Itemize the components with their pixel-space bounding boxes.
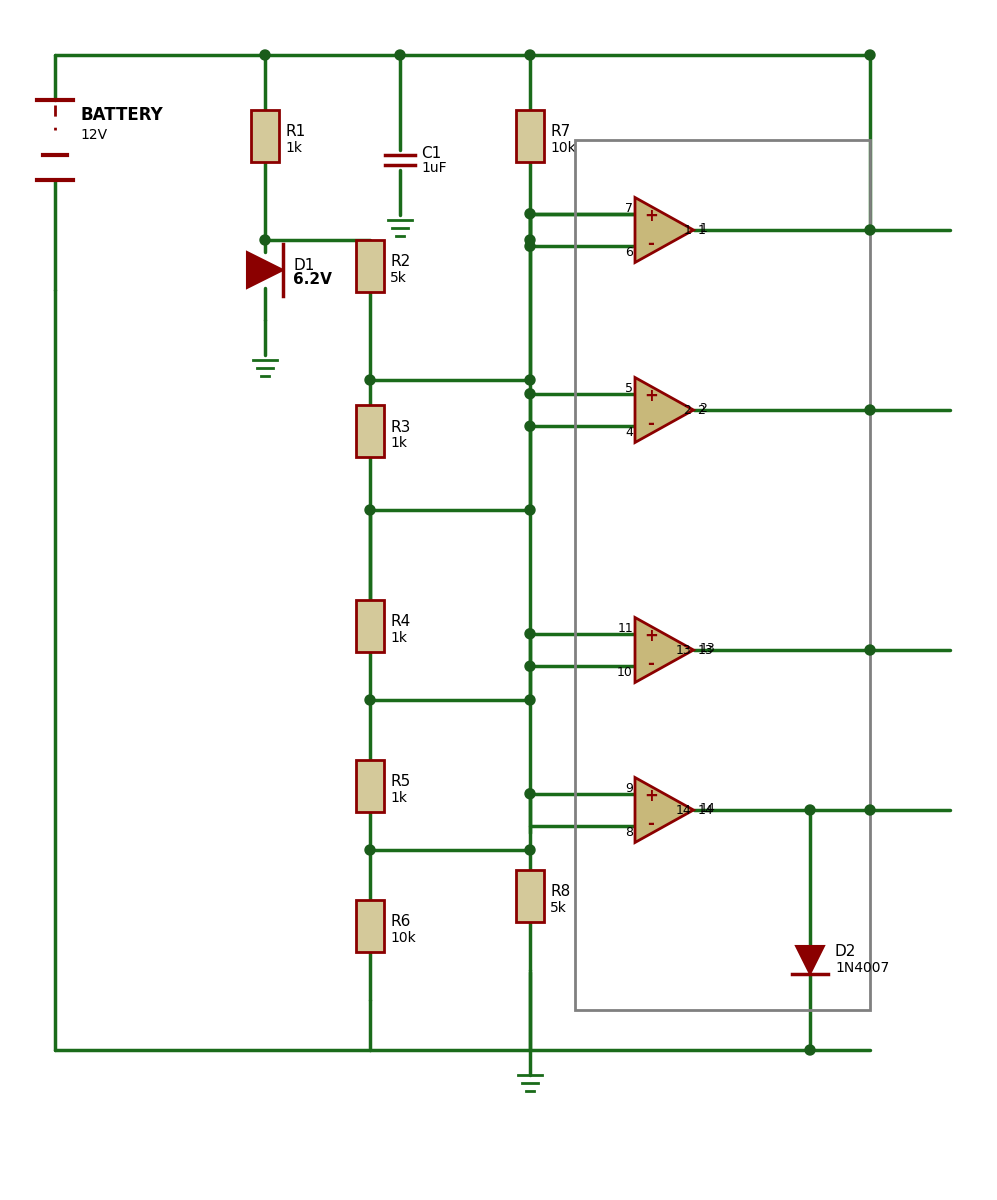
Text: -: - [648, 415, 654, 433]
Polygon shape [635, 778, 694, 842]
Text: 9: 9 [625, 781, 633, 794]
Circle shape [260, 50, 270, 60]
Text: 5k: 5k [550, 901, 567, 914]
Circle shape [365, 845, 375, 854]
Text: 5: 5 [625, 382, 633, 395]
Circle shape [525, 50, 535, 60]
Circle shape [365, 374, 375, 385]
Text: 13: 13 [700, 642, 715, 654]
Text: 14: 14 [676, 804, 692, 816]
Bar [356, 240, 384, 292]
Text: 1N4007: 1N4007 [835, 961, 889, 974]
Bar [251, 110, 279, 162]
Circle shape [525, 661, 535, 671]
Text: 1: 1 [684, 223, 692, 236]
Bar [356, 600, 384, 652]
Text: -: - [648, 815, 654, 833]
Text: +: + [644, 626, 658, 646]
Bar [516, 870, 544, 922]
Text: 10: 10 [617, 666, 633, 678]
Bar [356, 900, 384, 952]
Text: 6: 6 [625, 246, 633, 258]
Circle shape [865, 50, 875, 60]
Circle shape [865, 226, 875, 235]
Text: -: - [648, 235, 654, 253]
Text: D1: D1 [293, 258, 314, 272]
Text: -: - [648, 655, 654, 673]
Text: 1: 1 [700, 222, 708, 234]
Text: R1: R1 [285, 125, 305, 139]
Text: 7: 7 [625, 202, 633, 215]
Circle shape [865, 646, 875, 655]
Polygon shape [796, 946, 824, 974]
Circle shape [395, 50, 405, 60]
Text: +: + [644, 787, 658, 805]
Bar [356, 404, 384, 457]
Text: 11: 11 [617, 622, 633, 635]
Circle shape [365, 505, 375, 515]
Polygon shape [635, 198, 694, 263]
Text: 6.2V: 6.2V [293, 272, 332, 288]
Circle shape [525, 421, 535, 431]
Text: 1k: 1k [390, 791, 407, 805]
Polygon shape [635, 378, 694, 443]
Polygon shape [635, 618, 694, 683]
Polygon shape [247, 252, 283, 288]
Bar [356, 760, 384, 812]
Circle shape [865, 404, 875, 415]
Text: 13: 13 [676, 643, 692, 656]
Circle shape [525, 241, 535, 251]
Text: R5: R5 [390, 774, 410, 790]
Circle shape [260, 235, 270, 245]
Circle shape [525, 389, 535, 398]
Bar [516, 110, 544, 162]
Text: R3: R3 [390, 420, 411, 434]
Circle shape [525, 374, 535, 385]
Circle shape [525, 695, 535, 704]
Text: 2: 2 [698, 403, 705, 416]
Text: 1k: 1k [390, 436, 407, 450]
Circle shape [525, 788, 535, 799]
Text: BATTERY: BATTERY [80, 106, 163, 124]
Text: C1: C1 [421, 146, 442, 162]
Text: R8: R8 [550, 884, 570, 900]
Circle shape [525, 629, 535, 638]
Text: 1: 1 [698, 223, 705, 236]
Circle shape [805, 1045, 815, 1055]
Text: 10k: 10k [390, 931, 416, 946]
Text: R4: R4 [390, 614, 410, 630]
Circle shape [805, 805, 815, 815]
Text: R7: R7 [550, 125, 570, 139]
Bar [575, 140, 870, 1010]
Text: 2: 2 [700, 402, 708, 414]
Text: +: + [644, 386, 658, 404]
Circle shape [525, 845, 535, 854]
Text: 1uF: 1uF [421, 161, 447, 175]
Text: 13: 13 [698, 643, 713, 656]
Text: 8: 8 [625, 826, 633, 839]
Text: 12V: 12V [80, 128, 107, 142]
Text: 1k: 1k [285, 140, 302, 155]
Text: 5k: 5k [390, 271, 407, 284]
Circle shape [525, 209, 535, 218]
Text: 14: 14 [700, 802, 715, 815]
Circle shape [525, 235, 535, 245]
Circle shape [365, 695, 375, 704]
Text: 4: 4 [625, 426, 633, 438]
Circle shape [865, 805, 875, 815]
Text: +: + [644, 206, 658, 226]
Text: 1k: 1k [390, 631, 407, 646]
Text: R2: R2 [390, 254, 410, 270]
Text: R6: R6 [390, 914, 411, 930]
Text: 14: 14 [698, 804, 713, 816]
Text: D2: D2 [835, 944, 856, 960]
Text: 2: 2 [684, 403, 692, 416]
Text: 10k: 10k [550, 140, 575, 155]
Circle shape [525, 505, 535, 515]
